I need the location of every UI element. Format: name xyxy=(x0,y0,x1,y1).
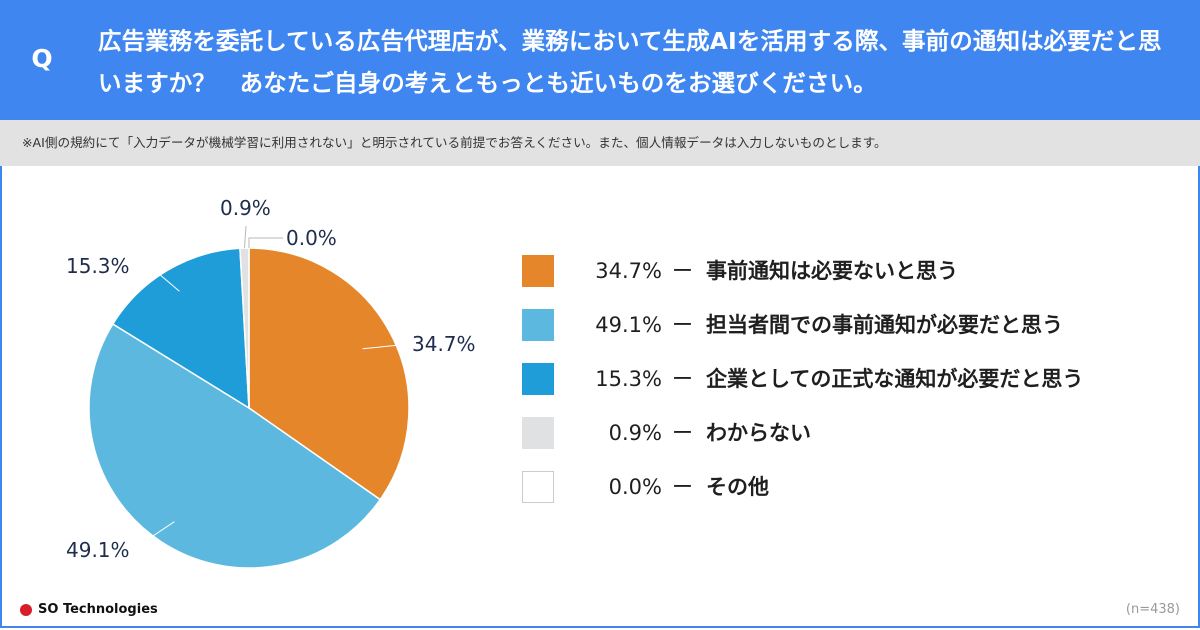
pie-label-0-0: 0.0% xyxy=(286,226,337,250)
legend: 34.7% ー 事前通知は必要ないと思う 49.1% ー 担当者間での事前通知が… xyxy=(522,250,1182,520)
legend-item: 0.9% ー わからない xyxy=(522,412,1182,466)
legend-label: その他 xyxy=(706,475,769,499)
legend-swatch-light-blue xyxy=(522,309,554,341)
legend-dash: ー xyxy=(672,259,693,283)
legend-item: 0.0% ー その他 xyxy=(522,466,1182,520)
leader-line-0 xyxy=(362,343,411,350)
legend-percent: 49.1% xyxy=(595,313,662,337)
legend-label: 事前通知は必要ないと思う xyxy=(706,259,958,283)
legend-label: 企業としての正式な通知が必要だと思う xyxy=(706,367,1084,391)
question-header: Q 広告業務を委託している広告代理店が、業務において生成AIを活用する際、事前の… xyxy=(0,0,1200,120)
legend-percent: 34.7% xyxy=(595,259,662,283)
legend-percent: 0.0% xyxy=(608,475,662,499)
leader-line-1 xyxy=(137,521,175,547)
pie-label-0-9: 0.9% xyxy=(220,196,271,220)
legend-swatch-blue xyxy=(522,363,554,395)
leader-line-3 xyxy=(244,225,247,249)
brand-dot-icon xyxy=(20,604,32,616)
legend-dash: ー xyxy=(672,421,693,445)
legend-percent: 0.9% xyxy=(608,421,662,445)
legend-swatch-orange xyxy=(522,255,554,287)
leader-line-4 xyxy=(248,237,283,248)
legend-percent: 15.3% xyxy=(595,367,662,391)
legend-label: 担当者間での事前通知が必要だと思う xyxy=(706,313,1063,337)
legend-dash: ー xyxy=(672,313,693,337)
brand-name: SO Technologies xyxy=(38,602,158,617)
pie-slice-2 xyxy=(111,247,250,410)
legend-label: わからない xyxy=(706,421,811,445)
pie-label-34-7: 34.7% xyxy=(412,332,476,356)
pie-slice-1 xyxy=(88,322,382,569)
legend-swatch-gray xyxy=(522,417,554,449)
legend-item: 15.3% ー 企業としての正式な通知が必要だと思う xyxy=(522,358,1182,412)
sample-size: (n=438) xyxy=(1125,602,1180,617)
legend-swatch-white xyxy=(522,471,554,503)
pie-label-15-3: 15.3% xyxy=(66,254,130,278)
leader-line-2 xyxy=(151,267,180,292)
legend-item: 49.1% ー 担当者間での事前通知が必要だと思う xyxy=(522,304,1182,358)
pie-slice-0 xyxy=(248,247,410,501)
pie-label-49-1: 49.1% xyxy=(66,538,130,562)
chart-frame xyxy=(0,166,1200,628)
note-text: ※AI側の規約にて「入力データが機械学習に利用されない」と明示されている前提でお… xyxy=(22,135,887,150)
legend-dash: ー xyxy=(672,367,693,391)
note-bar: ※AI側の規約にて「入力データが機械学習に利用されない」と明示されている前提でお… xyxy=(0,120,1200,166)
q-mark: Q xyxy=(31,44,53,73)
legend-item: 34.7% ー 事前通知は必要ないと思う xyxy=(522,250,1182,304)
question-text: 広告業務を委託している広告代理店が、業務において生成AIを活用する際、事前の通知… xyxy=(98,27,1162,97)
legend-dash: ー xyxy=(672,475,693,499)
